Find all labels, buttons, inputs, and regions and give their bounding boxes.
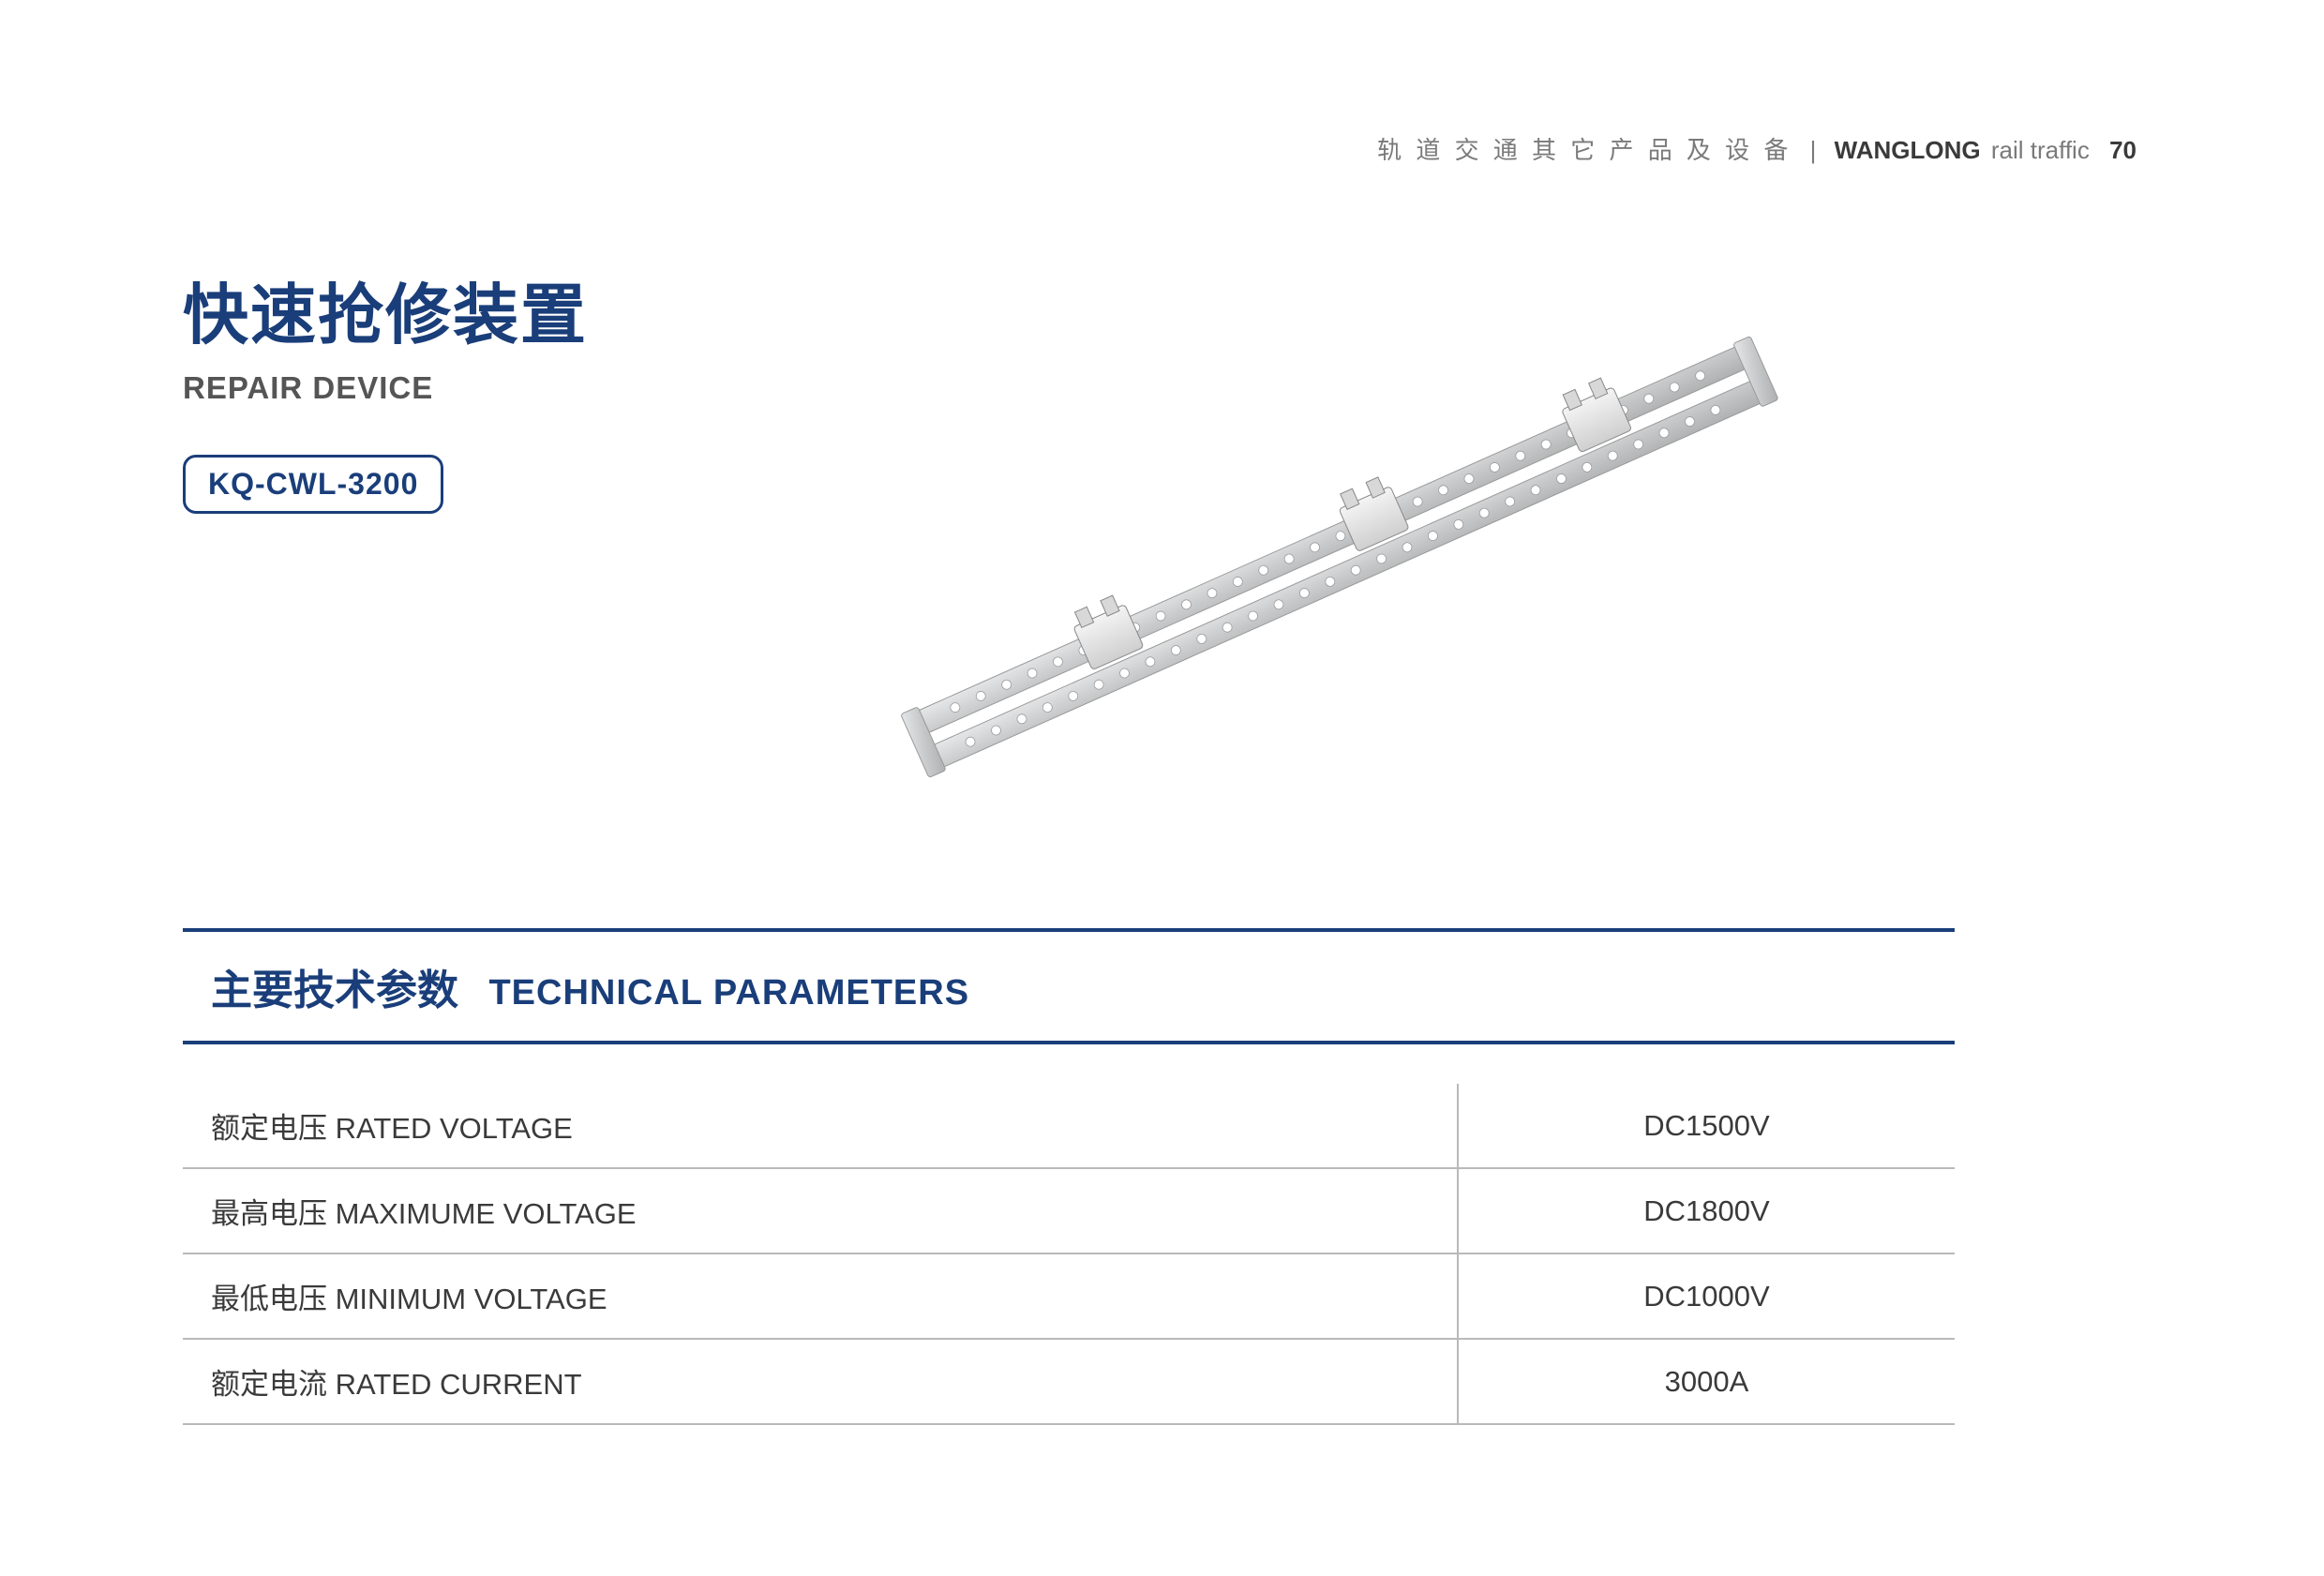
params-table: 额定电压 RATED VOLTAGEDC1500V最高电压 MAXIMUME V… xyxy=(183,1084,1955,1425)
table-row: 最高电压 MAXIMUME VOLTAGEDC1800V xyxy=(183,1168,1955,1253)
brand-name-bold: WANGLONG xyxy=(1835,136,1981,164)
param-label: 额定电压 RATED VOLTAGE xyxy=(183,1084,1458,1168)
page-header: 轨 道 交 通 其 它 产 品 及 设 备 | WANGLONG rail tr… xyxy=(1377,131,2137,166)
page-number: 70 xyxy=(2109,136,2137,164)
param-value: 3000A xyxy=(1458,1339,1955,1424)
param-value: DC1800V xyxy=(1458,1168,1955,1253)
table-row: 额定电压 RATED VOLTAGEDC1500V xyxy=(183,1084,1955,1168)
param-value: DC1000V xyxy=(1458,1253,1955,1339)
product-image xyxy=(825,248,1828,830)
table-row: 最低电压 MINIMUM VOLTAGEDC1000V xyxy=(183,1253,1955,1339)
params-heading-chinese: 主要技术参数 xyxy=(211,968,458,1013)
param-label: 最高电压 MAXIMUME VOLTAGE xyxy=(183,1168,1458,1253)
category-label: 轨 道 交 通 其 它 产 品 及 设 备 xyxy=(1377,136,1792,164)
title-block: 快速抢修装置 REPAIR DEVICE KQ-CWL-3200 xyxy=(183,263,588,514)
repair-device-illustration xyxy=(825,248,1828,830)
params-heading-english: TECHNICAL PARAMETERS xyxy=(488,973,969,1013)
param-value: DC1500V xyxy=(1458,1084,1955,1168)
brand-name-light: rail traffic xyxy=(1991,136,2090,164)
param-label: 额定电流 RATED CURRENT xyxy=(183,1339,1458,1424)
param-label: 最低电压 MINIMUM VOLTAGE xyxy=(183,1253,1458,1339)
params-heading: 主要技术参数 TECHNICAL PARAMETERS xyxy=(183,928,1955,1044)
separator: | xyxy=(1810,136,1817,164)
title-chinese: 快速抢修装置 xyxy=(183,263,588,357)
technical-parameters-section: 主要技术参数 TECHNICAL PARAMETERS 额定电压 RATED V… xyxy=(183,928,1955,1425)
title-english: REPAIR DEVICE xyxy=(183,370,588,406)
model-number-badge: KQ-CWL-3200 xyxy=(183,455,443,514)
table-row: 额定电流 RATED CURRENT3000A xyxy=(183,1339,1955,1424)
